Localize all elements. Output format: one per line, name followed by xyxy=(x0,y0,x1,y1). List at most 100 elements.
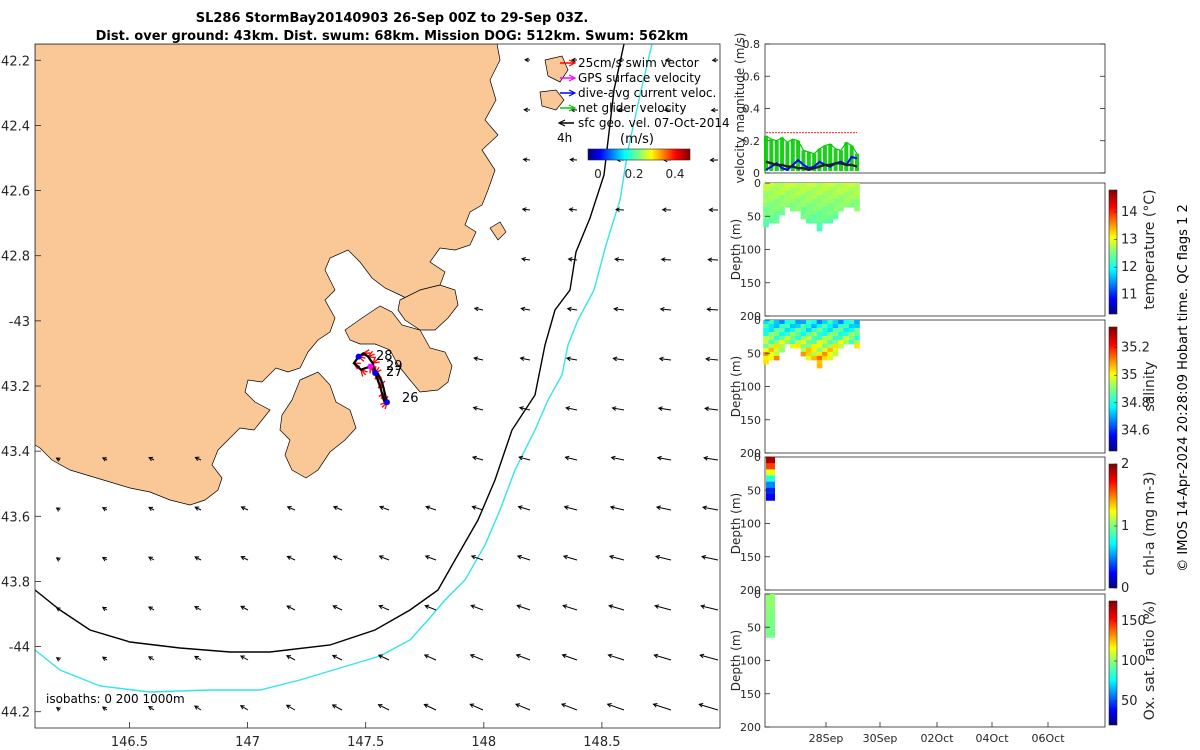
salinity-cell xyxy=(773,351,780,357)
current-arrow xyxy=(522,208,531,211)
map-ytick-label: 43.8 xyxy=(1,575,30,590)
oxygen-cell xyxy=(766,612,775,620)
isobath-200m xyxy=(35,44,625,653)
salinity-cell xyxy=(768,343,775,349)
current-arrow-head xyxy=(706,307,712,312)
current-arrow-head xyxy=(652,703,658,708)
velocity-ytick-label: 0.8 xyxy=(743,38,761,51)
salinity-cell xyxy=(784,320,791,325)
temperature-cell xyxy=(843,198,850,204)
current-arrow-head xyxy=(331,704,337,709)
current-arrow-head xyxy=(515,703,521,708)
salinity-cell xyxy=(816,339,823,345)
temperature-cell xyxy=(795,183,801,188)
salinity-cell xyxy=(822,339,828,345)
current-arrow xyxy=(615,258,625,261)
salinity-cell xyxy=(795,327,801,333)
temperature-ylabel: Depth (m) xyxy=(729,219,743,280)
salinity-cell xyxy=(822,327,828,333)
current-arrow xyxy=(286,655,296,661)
current-arrow-head xyxy=(613,306,619,312)
temperature-cell xyxy=(784,186,791,192)
chl-ytick-label: 50 xyxy=(747,484,761,497)
current-arrow-head xyxy=(101,457,107,462)
temperature-cell xyxy=(811,190,817,196)
surface-current-arrows xyxy=(55,57,719,712)
map-ytick-label: -44 xyxy=(9,641,30,656)
current-arrow-head xyxy=(698,703,704,708)
current-arrow-head xyxy=(611,406,617,411)
salinity-cell xyxy=(773,323,780,329)
current-arrow xyxy=(194,705,202,711)
current-arrow-head xyxy=(240,556,246,561)
current-arrow-head xyxy=(194,456,200,461)
day-label-27: 27 xyxy=(386,365,403,380)
salinity-cell xyxy=(816,343,823,349)
salinity-cell xyxy=(822,335,828,341)
chl-ylabel: Depth (m) xyxy=(729,493,743,554)
salinity-cell xyxy=(773,320,780,325)
salinity-cell xyxy=(768,323,775,329)
salinity-cell xyxy=(806,327,812,333)
temperature-cell xyxy=(816,222,823,228)
net-velocity-bar xyxy=(785,142,790,171)
salinity-ytick-label: 100 xyxy=(740,381,761,394)
red-arrow-icon xyxy=(568,59,577,67)
current-arrow xyxy=(653,703,672,711)
salinity-cell xyxy=(795,339,801,345)
salinity-cell xyxy=(773,347,780,353)
salinity-cell xyxy=(811,351,817,357)
temperature-cell xyxy=(848,186,855,192)
current-arrow xyxy=(567,308,578,311)
temperature-cell xyxy=(806,186,812,192)
salinity-cell xyxy=(779,323,785,329)
salinity-cell xyxy=(827,343,834,349)
oxygen-ytick-label: 0 xyxy=(754,588,761,601)
salinity-cell xyxy=(843,339,850,345)
salinity-cell xyxy=(795,343,801,349)
current-arrow-head xyxy=(148,456,154,462)
net-velocity-bar xyxy=(774,140,779,171)
map-legend: 25cm/s swim vector GPS surface velocity … xyxy=(557,56,730,130)
current-arrow-head xyxy=(708,207,714,213)
temperature-cell xyxy=(800,186,807,192)
current-arrow xyxy=(379,506,390,511)
current-arrow xyxy=(470,654,484,661)
current-arrow-head xyxy=(700,604,706,609)
salinity-cell xyxy=(832,347,839,353)
track-fix-marker xyxy=(372,369,379,376)
current-arrow xyxy=(517,555,531,561)
salinity-cell xyxy=(806,343,812,349)
current-arrow-head xyxy=(563,505,569,510)
temperature-cell xyxy=(848,194,855,200)
chl-cell xyxy=(766,475,775,483)
temperature-cell xyxy=(854,190,860,196)
legend-label-net: net glider velocity xyxy=(578,101,686,115)
current-arrow xyxy=(657,457,672,461)
temperature-colorbar xyxy=(1108,189,1118,315)
current-arrow-head xyxy=(194,606,200,611)
salinity-cell xyxy=(822,323,828,329)
salinity-cell xyxy=(773,331,780,337)
current-arrow-head xyxy=(286,505,292,511)
temperature-cell xyxy=(827,190,834,196)
land-south-island xyxy=(279,371,357,479)
current-arrow xyxy=(286,704,296,711)
current-arrow xyxy=(701,556,719,561)
current-arrow xyxy=(379,555,390,561)
temperature-cell xyxy=(848,183,855,188)
temperature-cell xyxy=(822,183,828,188)
temperature-cell xyxy=(784,198,791,204)
current-arrow-head xyxy=(286,555,292,560)
temperature-cell xyxy=(816,198,823,204)
current-arrow xyxy=(520,357,531,361)
current-arrow xyxy=(474,357,484,361)
net-velocity-bar xyxy=(833,148,838,171)
current-arrow xyxy=(474,307,484,311)
temperature-cell xyxy=(784,190,791,196)
current-arrow xyxy=(705,407,719,411)
current-arrow-head xyxy=(610,455,616,461)
current-arrow-head xyxy=(562,604,568,609)
current-arrow xyxy=(516,654,531,661)
map-xtick-label: 147 xyxy=(235,735,260,750)
